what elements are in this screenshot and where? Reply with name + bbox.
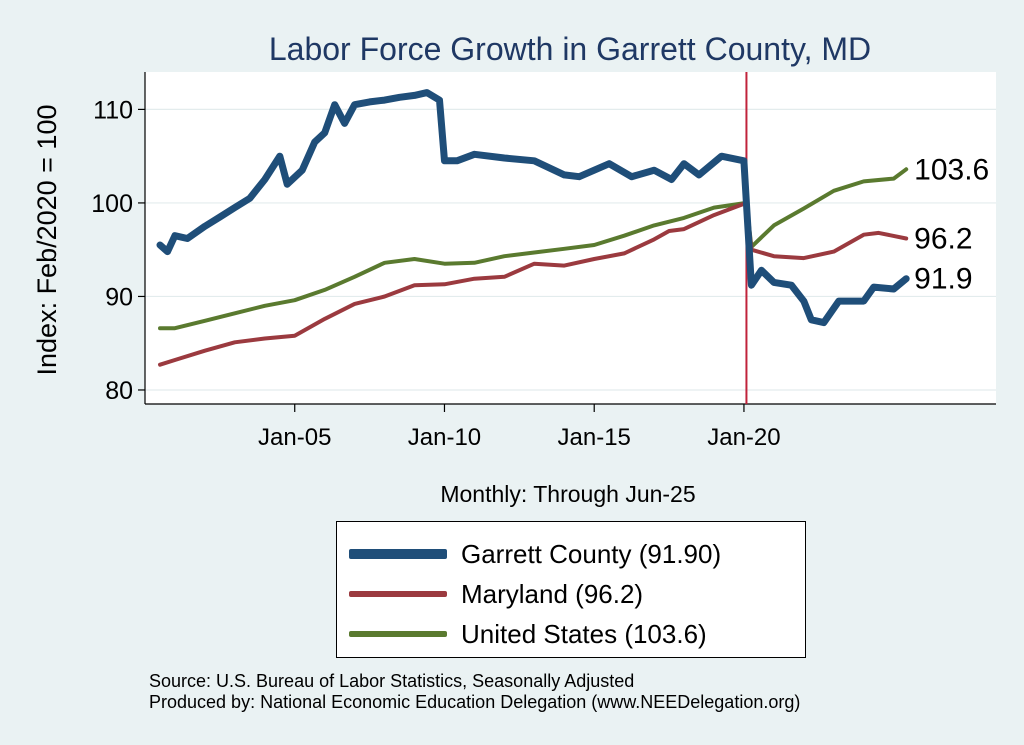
end-label-0: 91.9 — [914, 263, 972, 296]
x-tick-label-Jan-15: Jan-15 — [558, 424, 631, 451]
legend-item-garrett: Garrett County (91.90) — [349, 539, 721, 569]
end-label-1: 96.2 — [914, 222, 972, 255]
source-note: Source: U.S. Bureau of Labor Statistics,… — [149, 671, 800, 713]
legend-swatch-maryland — [349, 591, 447, 597]
axes: 80 90 100 110 Jan-05 Jan-10 Jan-15 Jan-20 — [91, 72, 996, 451]
legend-label-maryland: Maryland (96.2) — [461, 578, 644, 609]
series-line-0 — [156, 89, 910, 327]
y-axis-label: Index: Feb/2020 = 100 — [32, 105, 62, 376]
y-tick-label-100: 100 — [91, 190, 133, 218]
legend-swatch-garrett — [349, 549, 447, 559]
x-tick-label-Jan-20: Jan-20 — [707, 424, 780, 451]
end-label-2: 103.6 — [914, 153, 989, 186]
producer-line: Produced by: National Economic Education… — [149, 692, 801, 712]
legend-label-garrett: Garrett County (91.90) — [461, 538, 722, 569]
x-tick-label-Jan-10: Jan-10 — [408, 424, 481, 451]
end-labels: 91.9 96.2 103.6 — [914, 153, 989, 295]
legend: Garrett County (91.90) Maryland (96.2) U… — [336, 521, 806, 658]
plot-area — [145, 72, 996, 404]
series-line-1 — [158, 200, 909, 367]
series-lines — [156, 72, 910, 404]
x-tick-label-Jan-05: Jan-05 — [258, 424, 331, 451]
series-line-2 — [158, 167, 909, 331]
y-tick-label-110: 110 — [93, 96, 133, 124]
legend-item-united-states: United States (103.6) — [349, 619, 707, 649]
gridlines — [145, 108, 996, 391]
chart-title: Labor Force Growth in Garrett County, MD — [269, 31, 871, 67]
legend-label-united-states: United States (103.6) — [461, 618, 707, 649]
x-axis-label: Monthly: Through Jun-25 — [440, 481, 695, 507]
y-tick-label-80: 80 — [105, 377, 133, 405]
source-line: Source: U.S. Bureau of Labor Statistics,… — [149, 671, 635, 691]
y-tick-label-90: 90 — [105, 283, 133, 311]
legend-swatch-united-states — [349, 631, 447, 637]
legend-item-maryland: Maryland (96.2) — [349, 579, 643, 609]
